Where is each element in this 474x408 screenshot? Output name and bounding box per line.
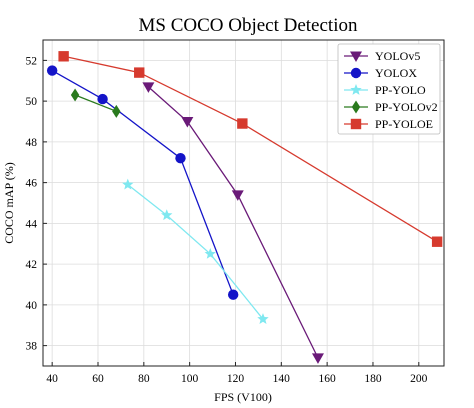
series-yolov5	[142, 82, 324, 364]
x-tick-label: 100	[181, 373, 199, 385]
y-tick-label: 50	[26, 96, 38, 108]
y-tick-label: 48	[26, 137, 38, 149]
x-axis-label: FPS (V100)	[214, 390, 272, 404]
x-tick-label: 160	[319, 373, 337, 385]
data-point	[134, 67, 145, 78]
series-yolox	[46, 65, 239, 300]
legend-marker	[350, 51, 362, 62]
y-tick-label: 42	[26, 259, 38, 271]
y-tick-label: 40	[26, 300, 38, 312]
axis-ticks: 40 60 80 100 120 140 160 180 200 38 40 42 44 46 48 50 52	[26, 55, 428, 385]
legend-label: PP-YOLO	[375, 83, 426, 97]
chart-title: MS COCO Object Detection	[138, 15, 358, 36]
data-point	[175, 152, 186, 164]
legend-item: YOLOv5	[344, 49, 420, 63]
data-point	[231, 190, 244, 201]
legend-marker	[350, 118, 362, 130]
legend-marker	[350, 84, 362, 95]
data-point	[142, 82, 155, 93]
legend-item: PP-YOLOv2	[344, 100, 438, 114]
legend: YOLOv5 YOLOX PP-YOLO PP-YOLOv2 PP-YOLOE	[337, 43, 441, 135]
series-line	[63, 55, 438, 243]
legend-label: YOLOX	[375, 66, 417, 80]
legend-item: PP-YOLOE	[344, 117, 433, 131]
legend-label: PP-YOLOE	[375, 117, 433, 131]
y-tick-label: 44	[26, 218, 38, 230]
x-tick-label: 120	[227, 373, 245, 385]
series-pp-yolov2	[70, 88, 121, 118]
data-point	[431, 236, 443, 247]
data-point	[58, 51, 69, 62]
data-point	[46, 65, 58, 76]
data-point	[237, 118, 248, 129]
data-point	[181, 117, 194, 128]
series-line	[51, 69, 234, 295]
data-point	[122, 178, 134, 190]
legend-label: PP-YOLOv2	[375, 100, 438, 114]
data-point	[70, 88, 80, 102]
y-axis-label: COCO mAP (%)	[2, 162, 16, 244]
y-tick-label: 52	[26, 55, 38, 67]
legend-marker	[350, 67, 362, 79]
data-point	[311, 353, 324, 364]
legend-item: YOLOX	[344, 66, 417, 80]
series-line	[127, 184, 264, 320]
data-point	[97, 93, 108, 105]
x-tick-label: 180	[364, 373, 382, 385]
series-pp-yoloe	[58, 51, 443, 247]
y-tick-label: 46	[26, 178, 38, 190]
data-point	[161, 209, 173, 221]
series-line	[74, 94, 117, 112]
data-point	[227, 289, 239, 300]
x-tick-label: 200	[410, 373, 428, 385]
legend-box	[337, 43, 441, 135]
series-pp-yolo	[122, 178, 269, 324]
x-tick-label: 60	[92, 373, 104, 385]
x-tick-label: 40	[46, 373, 58, 385]
x-tick-label: 80	[138, 373, 150, 385]
plot-series	[46, 51, 443, 364]
plot-frame	[42, 39, 445, 367]
legend-label: YOLOv5	[375, 49, 420, 63]
series-line	[147, 86, 319, 359]
x-tick-label: 140	[273, 373, 291, 385]
data-point	[112, 104, 121, 118]
legend-item: PP-YOLO	[344, 83, 426, 97]
legend-marker	[351, 100, 361, 114]
y-tick-label: 38	[26, 341, 38, 353]
data-point	[257, 313, 269, 324]
data-point	[204, 247, 216, 259]
grid	[43, 40, 444, 366]
